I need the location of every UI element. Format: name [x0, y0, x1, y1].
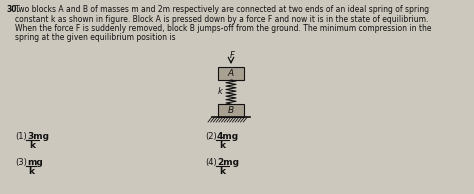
Text: k: k — [30, 141, 36, 150]
Text: (3): (3) — [15, 158, 27, 167]
FancyBboxPatch shape — [218, 67, 244, 80]
Text: 4mg: 4mg — [217, 132, 239, 141]
Text: constant k as shown in figure. Block A is pressed down by a force F and now it i: constant k as shown in figure. Block A i… — [15, 15, 428, 23]
Text: 3mg: 3mg — [27, 132, 49, 141]
Text: k: k — [220, 167, 226, 176]
Text: When the force F is suddenly removed, block B jumps-off from the ground. The min: When the force F is suddenly removed, bl… — [15, 24, 431, 33]
Text: (4): (4) — [205, 158, 217, 167]
Text: k: k — [220, 141, 226, 150]
Text: 2mg: 2mg — [217, 158, 239, 167]
Text: B: B — [228, 106, 234, 115]
Text: A: A — [228, 69, 234, 78]
FancyBboxPatch shape — [218, 104, 244, 117]
Text: (1): (1) — [15, 132, 27, 141]
Text: k: k — [28, 167, 34, 176]
Text: spring at the given equilibrium position is: spring at the given equilibrium position… — [15, 34, 176, 42]
Text: (2): (2) — [205, 132, 217, 141]
Text: F: F — [229, 51, 235, 60]
Text: mg: mg — [27, 158, 43, 167]
Text: k: k — [218, 87, 223, 96]
Text: 30.: 30. — [7, 5, 20, 14]
Text: Two blocks A and B of masses m and 2m respectively are connected at two ends of : Two blocks A and B of masses m and 2m re… — [15, 5, 429, 14]
